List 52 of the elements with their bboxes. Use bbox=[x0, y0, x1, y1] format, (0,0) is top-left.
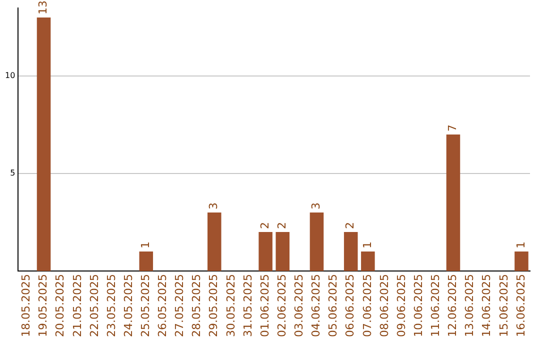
x-tick-label: 19.05.2025 bbox=[36, 274, 50, 338]
data-label: 1 bbox=[360, 242, 374, 249]
data-label: 3 bbox=[310, 202, 323, 210]
bar bbox=[514, 252, 528, 272]
x-tick-label: 31.05.2025 bbox=[241, 274, 254, 338]
x-tick-label: 11.06.2025 bbox=[429, 274, 442, 338]
y-tick-label: 5 bbox=[10, 168, 16, 178]
x-tick-label: 26.05.2025 bbox=[156, 274, 170, 338]
data-label: 13 bbox=[36, 0, 50, 15]
x-tick-label: 04.06.2025 bbox=[310, 274, 323, 338]
x-tick-label: 13.06.2025 bbox=[463, 274, 476, 338]
data-label: 2 bbox=[275, 222, 288, 230]
x-tick-label: 25.05.2025 bbox=[138, 274, 152, 338]
x-tick-label: 07.06.2025 bbox=[360, 274, 374, 338]
x-tick-label: 03.06.2025 bbox=[292, 274, 306, 338]
x-tick-label: 24.05.2025 bbox=[122, 274, 135, 338]
bar bbox=[344, 232, 358, 272]
x-tick-label: 05.06.2025 bbox=[326, 274, 340, 338]
x-tick-label: 02.06.2025 bbox=[275, 274, 288, 338]
x-tick-label: 15.06.2025 bbox=[497, 274, 510, 338]
bar bbox=[207, 212, 222, 272]
x-tick-label: 09.06.2025 bbox=[394, 274, 408, 338]
x-tick-label: 10.06.2025 bbox=[412, 274, 425, 338]
bar bbox=[310, 212, 324, 272]
x-tick-label: 21.05.2025 bbox=[70, 274, 84, 338]
x-tick-label: 22.05.2025 bbox=[88, 274, 101, 338]
x-tick-label: 29.05.2025 bbox=[207, 274, 220, 338]
x-tick-label: 06.06.2025 bbox=[344, 274, 357, 338]
bar bbox=[139, 252, 154, 272]
bar bbox=[361, 252, 375, 272]
x-tick-label: 18.05.2025 bbox=[20, 274, 33, 338]
data-label: 1 bbox=[514, 242, 528, 249]
bar bbox=[258, 232, 272, 272]
bar bbox=[276, 232, 290, 272]
x-tick-label: 16.06.2025 bbox=[514, 274, 528, 338]
data-label: 2 bbox=[344, 222, 357, 230]
data-label: 3 bbox=[207, 202, 220, 210]
x-tick-label: 12.06.2025 bbox=[446, 274, 460, 338]
data-label: 2 bbox=[258, 222, 272, 230]
x-tick-label: 28.05.2025 bbox=[190, 274, 204, 338]
x-tick-label: 14.06.2025 bbox=[480, 274, 494, 338]
x-tick-label: 23.05.2025 bbox=[104, 274, 118, 338]
x-tick-label: 08.06.2025 bbox=[378, 274, 391, 338]
x-tick-label: 20.05.2025 bbox=[54, 274, 67, 338]
y-tick-label: 10 bbox=[4, 71, 16, 80]
x-tick-label: 01.06.2025 bbox=[258, 274, 272, 338]
data-label: 1 bbox=[138, 242, 152, 249]
x-tick-label: 30.05.2025 bbox=[224, 274, 238, 338]
bar bbox=[36, 18, 51, 272]
data-label: 7 bbox=[446, 124, 460, 132]
bar bbox=[446, 134, 460, 272]
x-tick-label: 27.05.2025 bbox=[173, 274, 186, 338]
